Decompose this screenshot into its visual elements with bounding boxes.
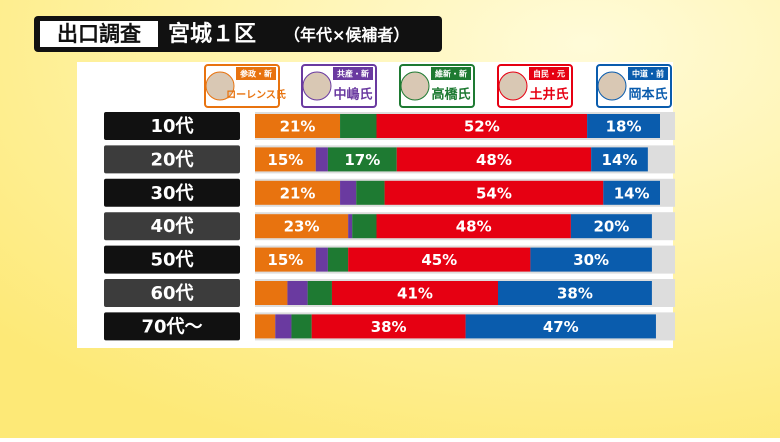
candidate-photo (597, 71, 627, 101)
data-label: 20% (593, 218, 629, 236)
bar-segment (255, 180, 341, 205)
row-label-box (104, 245, 240, 274)
row-label-box (104, 279, 240, 307)
bar-segment (311, 314, 466, 339)
bar-segment (287, 281, 308, 305)
data-label: 52% (464, 118, 500, 136)
y-tick-label: 30代 (150, 183, 193, 204)
bar-segment (348, 214, 353, 239)
legend-party: 自民・元 (533, 69, 565, 79)
legend-name: 土井氏 (529, 87, 568, 103)
candidate-photo (205, 71, 235, 101)
data-label: 21% (280, 184, 316, 202)
data-label: 15% (267, 151, 303, 169)
data-label: 17% (344, 151, 380, 169)
data-label: 14% (602, 151, 638, 169)
bar-segment (255, 147, 316, 172)
bar-segment (348, 247, 531, 272)
y-tick-label: 10代 (150, 116, 193, 137)
bar-segment (603, 180, 660, 205)
candidate-photo (498, 71, 528, 101)
bar-segment (255, 214, 349, 239)
data-label: 45% (421, 251, 457, 269)
row-label-box (104, 312, 240, 341)
title-tag-box (40, 21, 158, 47)
bar-segment (275, 314, 292, 339)
y-tick-label: 20代 (150, 149, 193, 170)
bar-segment (307, 281, 332, 305)
bar-segment (315, 247, 328, 272)
chart-subtitle: （年代×候補者） (284, 26, 409, 45)
data-label: 48% (476, 151, 512, 169)
bar-segment (255, 314, 276, 339)
data-label: 14% (614, 184, 650, 202)
legend-party: 維新・新 (435, 69, 467, 79)
bar-segment (255, 247, 316, 272)
bar-segment (384, 180, 604, 205)
data-label: 18% (606, 118, 642, 136)
bar-segment (340, 114, 377, 138)
legend-tag (333, 67, 373, 80)
data-label: 23% (284, 218, 320, 236)
legend-tag (628, 67, 668, 80)
candidate-photo (302, 71, 332, 101)
legend-name: 岡本氏 (628, 87, 667, 103)
chart-title: 宮城１区 (168, 21, 256, 47)
data-label: 15% (267, 251, 303, 269)
bar-segment (356, 180, 385, 205)
row-label-box (104, 212, 240, 241)
y-tick-label: 40代 (150, 216, 193, 237)
bar-segment (255, 114, 341, 138)
bar-segment (530, 247, 652, 272)
legend-tag (431, 67, 471, 80)
data-label: 54% (476, 184, 512, 202)
bar-segment (591, 147, 648, 172)
legend-tag (236, 67, 276, 80)
legend-name: 高橋氏 (431, 87, 470, 103)
row-label-box (104, 178, 240, 207)
data-label: 30% (573, 251, 609, 269)
bar-segment (327, 247, 349, 272)
legend-name: 中嶋氏 (333, 87, 372, 103)
y-tick-label: 70代～ (141, 316, 202, 337)
legend-name: ローレンス氏 (226, 88, 286, 101)
row-label-box (104, 145, 240, 174)
bar-segment (587, 114, 660, 138)
data-label: 38% (557, 285, 593, 303)
bar-segment (255, 281, 288, 305)
candidate-photo (400, 71, 430, 101)
bar-segment (376, 214, 571, 239)
title-tag: 出口調査 (57, 22, 141, 46)
legend-party: 参政・新 (239, 69, 272, 79)
bar-segment (376, 114, 588, 138)
bar-segment (315, 147, 328, 172)
data-label: 41% (397, 285, 433, 303)
data-label: 47% (543, 318, 579, 336)
bar-segment (465, 314, 656, 339)
bar-segment (291, 314, 312, 339)
bar-segment (570, 214, 652, 239)
bar-segment (340, 180, 357, 205)
row-label-box (104, 112, 240, 140)
y-tick-label: 60代 (150, 283, 193, 304)
data-label: 21% (280, 118, 316, 136)
data-label: 48% (456, 218, 492, 236)
legend-party: 中道・前 (632, 69, 664, 79)
legend-tag (529, 67, 569, 80)
data-label: 38% (371, 318, 407, 336)
bar-segment (352, 214, 377, 239)
bar-segment (498, 281, 652, 305)
bar-segment (331, 281, 498, 305)
y-tick-label: 50代 (150, 250, 193, 271)
bar-segment (396, 147, 592, 172)
bar-segment (327, 147, 397, 172)
legend-party: 共産・新 (337, 69, 369, 79)
